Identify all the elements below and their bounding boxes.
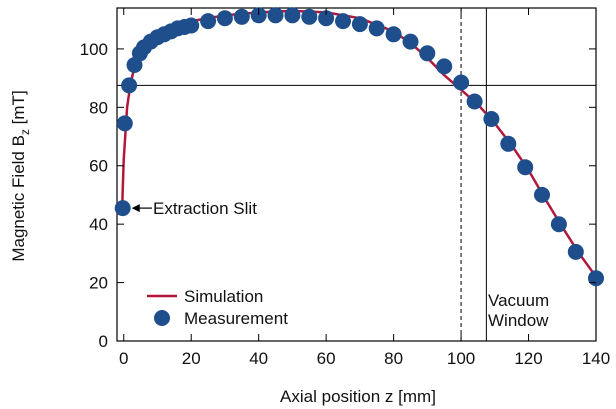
x-tick-label: 40 bbox=[249, 349, 268, 368]
y-tick-label: 20 bbox=[89, 274, 108, 293]
measurement-point bbox=[183, 17, 200, 34]
measurement-point bbox=[200, 13, 217, 30]
x-tick-label: 0 bbox=[119, 349, 128, 368]
y-tick-label: 80 bbox=[89, 98, 108, 117]
measurement-point bbox=[402, 33, 419, 50]
measurement-point bbox=[233, 8, 250, 25]
measurement-point bbox=[517, 159, 534, 176]
y-tick-label: 60 bbox=[89, 157, 108, 176]
measurement-point bbox=[500, 135, 517, 152]
measurement-point bbox=[453, 74, 470, 91]
tick-layer: 0 20 40 60 80 100 120 140 0 20 40 60 80 100 bbox=[80, 8, 610, 368]
measurement-point bbox=[216, 10, 233, 27]
measurement-point bbox=[335, 13, 351, 30]
measurement-point bbox=[534, 186, 550, 203]
annotation-vacuum-window-line2: Window bbox=[488, 311, 549, 330]
measurement-point bbox=[385, 26, 402, 43]
legend-simulation-label: Simulation bbox=[184, 287, 263, 306]
legend-measurement-swatch bbox=[154, 310, 170, 326]
measurement-point bbox=[567, 243, 584, 260]
simulation-layer bbox=[120, 9, 598, 278]
x-tick-label: 100 bbox=[447, 349, 475, 368]
legend-measurement-label: Measurement bbox=[184, 309, 288, 328]
y-axis-label-main: Magnetic Field B bbox=[9, 135, 28, 262]
measurement-point bbox=[284, 7, 301, 24]
annotation-extraction-slit: Extraction Slit bbox=[153, 199, 257, 218]
measurement-point bbox=[114, 200, 131, 217]
y-axis-label-unit: [mT] bbox=[9, 90, 28, 129]
measurement-point bbox=[121, 77, 138, 94]
reference-lines bbox=[117, 8, 596, 341]
x-tick-label: 60 bbox=[317, 349, 336, 368]
simulation-line bbox=[120, 9, 598, 278]
extraction-slit-arrow-head bbox=[131, 204, 140, 213]
measurement-point bbox=[301, 8, 318, 25]
x-tick-label: 120 bbox=[514, 349, 542, 368]
y-axis-label: Magnetic Field Bz [mT] bbox=[9, 90, 32, 261]
x-axis-label: Axial position z [mm] bbox=[280, 387, 436, 406]
annotation-vacuum-window-line1: Vacuum bbox=[488, 291, 549, 310]
measurement-point bbox=[368, 20, 385, 37]
x-tick-label: 140 bbox=[582, 349, 610, 368]
y-tick-label: 40 bbox=[89, 215, 108, 234]
measurement-point bbox=[550, 216, 567, 233]
measurement-point bbox=[436, 58, 453, 75]
y-axis-label-subscript: z bbox=[18, 129, 32, 135]
measurement-point bbox=[318, 10, 335, 27]
measurement-point bbox=[116, 115, 133, 132]
measurement-point bbox=[250, 7, 267, 24]
measurement-point bbox=[419, 45, 436, 62]
legend: Simulation Measurement bbox=[147, 287, 288, 328]
measurement-point bbox=[466, 93, 483, 110]
measurement-point bbox=[588, 270, 604, 287]
x-tick-label: 20 bbox=[182, 349, 201, 368]
y-tick-label: 0 bbox=[99, 332, 108, 351]
y-tick-label: 100 bbox=[80, 40, 108, 59]
measurement-point bbox=[483, 111, 500, 127]
measurement-point bbox=[267, 7, 284, 24]
x-tick-label: 80 bbox=[384, 349, 403, 368]
annotation-layer: Extraction Slit Vacuum Window bbox=[131, 199, 549, 330]
measurement-layer bbox=[114, 7, 604, 287]
measurement-point bbox=[351, 16, 368, 33]
plot-border bbox=[116, 7, 597, 342]
plot-frame-layer bbox=[116, 7, 597, 342]
